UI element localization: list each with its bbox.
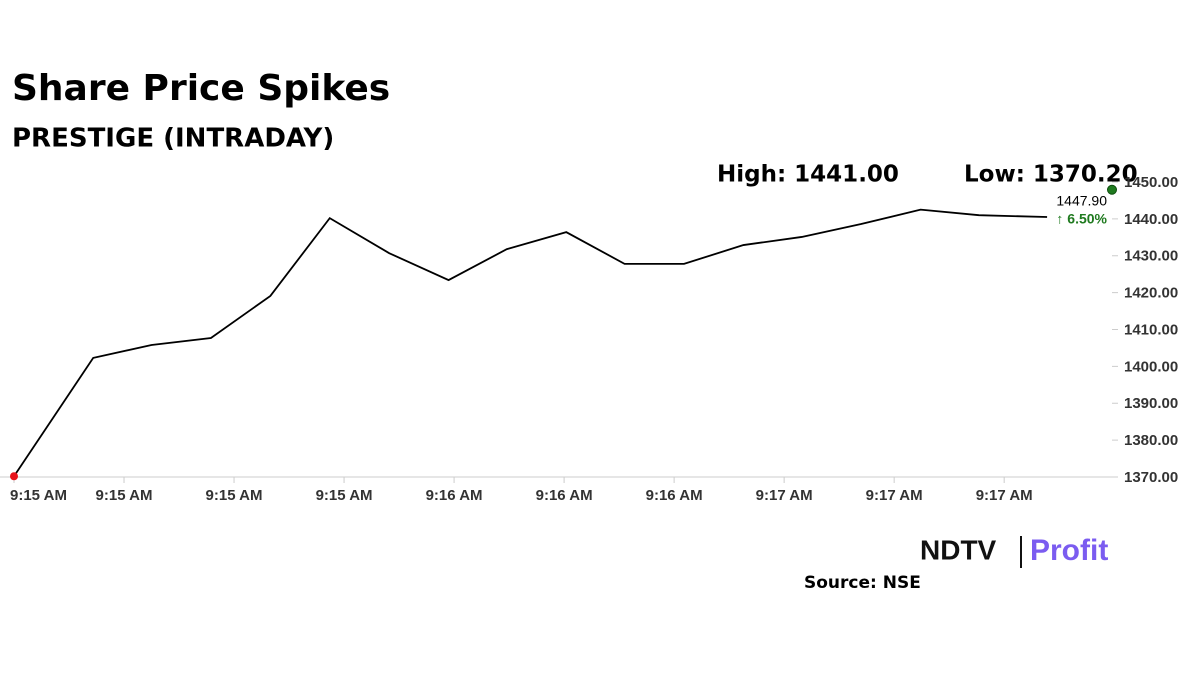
x-tick-label: 9:16 AM xyxy=(646,487,703,504)
high-annotation: High: 1441.00 xyxy=(717,162,899,188)
x-tick-label: 9:17 AM xyxy=(976,487,1033,504)
last-price-change: ↑ 6.50% xyxy=(1056,210,1107,226)
x-tick-label: 9:16 AM xyxy=(536,487,593,504)
price-line xyxy=(13,208,1048,477)
last-price-label: 1447.90 xyxy=(1056,192,1107,208)
source: Source: NSE xyxy=(804,573,921,593)
x-tick-label: 9:15 AM xyxy=(10,487,67,504)
logo-ndtv: NDTV xyxy=(920,534,997,565)
y-tick-label: 1370.00 xyxy=(1124,469,1178,486)
last-price-marker xyxy=(1107,184,1117,195)
y-tick-label: 1380.00 xyxy=(1124,432,1178,449)
x-tick-label: 9:15 AM xyxy=(96,487,153,504)
chart-subtitle: PRESTIGE (INTRADAY) xyxy=(12,124,334,154)
x-tick-label: 9:15 AM xyxy=(206,487,263,504)
x-tick-label: 9:16 AM xyxy=(426,487,483,504)
low-annotation: Low: 1370.20 xyxy=(964,162,1138,188)
y-tick-label: 1420.00 xyxy=(1124,285,1178,302)
logo-profit: Profit xyxy=(1030,534,1108,567)
y-tick-label: 1450.00 xyxy=(1124,174,1178,191)
y-tick-label: 1390.00 xyxy=(1124,395,1178,412)
y-tick-label: 1400.00 xyxy=(1124,358,1178,375)
chart-title: Share Price Spikes xyxy=(12,68,390,109)
x-tick-label: 9:17 AM xyxy=(866,487,923,504)
x-tick-label: 9:17 AM xyxy=(756,487,813,504)
y-tick-label: 1410.00 xyxy=(1124,321,1178,338)
x-tick-label: 9:15 AM xyxy=(316,487,373,504)
low-marker xyxy=(10,472,18,481)
y-tick-label: 1430.00 xyxy=(1124,248,1178,265)
y-tick-label: 1440.00 xyxy=(1124,211,1178,228)
